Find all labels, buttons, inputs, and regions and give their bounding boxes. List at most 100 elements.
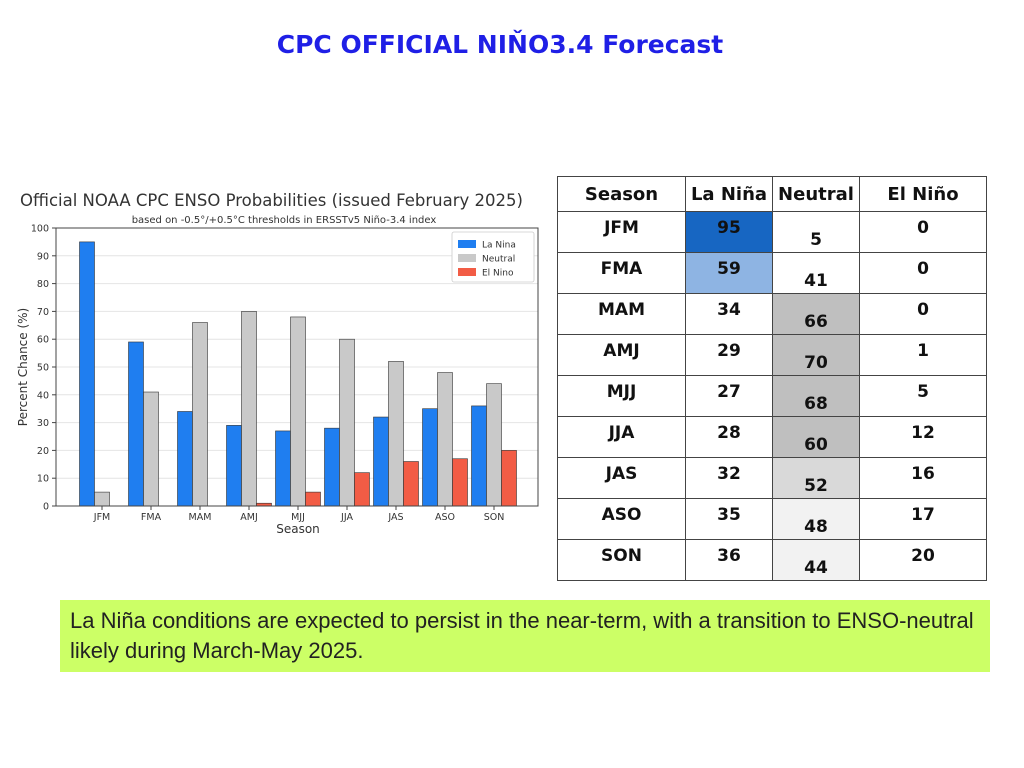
x-tick-label: AMJ	[240, 512, 258, 523]
bar-la-nina-amj	[226, 425, 242, 507]
el-nino-cell: 20	[859, 539, 987, 581]
x-tick-label: MAM	[189, 512, 212, 523]
el-nino-cell: 1	[859, 334, 987, 376]
neutral-cell: 52	[772, 457, 860, 499]
bar-la-nina-mjj	[275, 430, 291, 507]
neutral-header: Neutral	[772, 176, 860, 212]
enso-probability-chart: Official NOAA CPC ENSO Probabilities (is…	[16, 191, 539, 536]
neutral-cell: 44	[772, 539, 860, 581]
legend-swatch	[458, 268, 476, 276]
y-tick-label: 20	[37, 446, 49, 457]
table-row: JJA 28 60 12	[557, 416, 987, 458]
bar-la-nina-jfm	[79, 241, 95, 507]
neutral-cell: 48	[772, 498, 860, 540]
table-header-row: Season La Niña Neutral El Niño	[557, 176, 987, 212]
x-tick-label: JJA	[340, 512, 353, 523]
season-cell: FMA	[557, 252, 686, 294]
y-tick-label: 80	[37, 279, 49, 290]
bar-el-nino-mjj	[305, 491, 321, 507]
bar-el-nino-son	[501, 450, 517, 507]
la-nina-cell: 28	[685, 416, 773, 458]
y-tick-label: 70	[37, 307, 49, 318]
la-nina-cell: 34	[685, 293, 773, 335]
y-tick-label: 0	[43, 502, 49, 513]
table-row: MJJ 27 68 5	[557, 375, 987, 417]
el-nino-cell: 12	[859, 416, 987, 458]
la-nina-cell: 59	[685, 252, 773, 294]
el-nino-cell: 0	[859, 252, 987, 294]
chart-subtitle: based on -0.5°/+0.5°C thresholds in ERSS…	[132, 215, 437, 226]
summary-note: La Niña conditions are expected to persi…	[60, 600, 990, 672]
season-cell: JJA	[557, 416, 686, 458]
x-tick-label: JFM	[93, 512, 110, 523]
x-tick-label: SON	[484, 512, 505, 523]
season-cell: MAM	[557, 293, 686, 335]
la-nina-cell: 27	[685, 375, 773, 417]
bar-neutral-mjj	[290, 316, 306, 507]
x-tick-label: MJJ	[291, 512, 305, 523]
la-nina-header: La Niña	[685, 176, 773, 212]
y-tick-label: 100	[31, 224, 49, 235]
season-cell: JAS	[557, 457, 686, 499]
bar-la-nina-fma	[128, 341, 144, 507]
slide-title: CPC OFFICIAL NIŇO3.4 Forecast	[276, 30, 724, 59]
la-nina-cell: 32	[685, 457, 773, 499]
y-tick-label: 30	[37, 418, 49, 429]
x-tick-label: JAS	[387, 512, 403, 523]
el-nino-cell: 16	[859, 457, 987, 499]
bar-neutral-mam	[192, 322, 208, 507]
bar-neutral-jja	[339, 338, 355, 507]
legend-label: La Nina	[482, 241, 516, 251]
bar-la-nina-aso	[422, 408, 438, 507]
bar-neutral-aso	[437, 372, 453, 507]
el-nino-cell: 17	[859, 498, 987, 540]
bar-neutral-jas	[388, 361, 404, 507]
neutral-cell: 60	[772, 416, 860, 458]
chart-title: Official NOAA CPC ENSO Probabilities (is…	[20, 191, 523, 210]
x-tick-label: ASO	[435, 512, 455, 523]
table-row: SON 36 44 20	[557, 539, 987, 581]
neutral-cell: 68	[772, 375, 860, 417]
table-row: JFM 95 5 0	[557, 211, 987, 253]
season-header: Season	[557, 176, 686, 212]
legend-swatch	[458, 240, 476, 248]
season-cell: AMJ	[557, 334, 686, 376]
season-cell: SON	[557, 539, 686, 581]
y-axis-label: Percent Chance (%)	[16, 308, 30, 426]
bar-la-nina-jas	[373, 416, 389, 507]
season-cell: MJJ	[557, 375, 686, 417]
la-nina-cell: 35	[685, 498, 773, 540]
x-axis-label: Season	[276, 522, 320, 536]
y-tick-label: 40	[37, 390, 49, 401]
table-row: MAM 34 66 0	[557, 293, 987, 335]
bar-neutral-amj	[241, 311, 257, 507]
el-nino-header: El Niño	[859, 176, 987, 212]
la-nina-cell: 36	[685, 539, 773, 581]
bar-neutral-jfm	[94, 491, 110, 507]
y-tick-label: 10	[37, 474, 49, 485]
table-row: JAS 32 52 16	[557, 457, 987, 499]
legend-label: El Nino	[482, 269, 514, 279]
table-row: ASO 35 48 17	[557, 498, 987, 540]
bar-la-nina-jja	[324, 427, 340, 507]
y-tick-label: 50	[37, 363, 49, 374]
neutral-cell: 41	[772, 252, 860, 294]
bar-la-nina-mam	[177, 411, 193, 507]
neutral-cell: 5	[772, 211, 860, 253]
table-row: FMA 59 41 0	[557, 252, 987, 294]
x-tick-label: FMA	[141, 512, 162, 523]
probability-table: Season La Niña Neutral El Niño JFM 95 5 0 FM…	[557, 176, 987, 581]
table-row: AMJ 29 70 1	[557, 334, 987, 376]
bar-neutral-fma	[143, 391, 159, 507]
season-cell: ASO	[557, 498, 686, 540]
bar-el-nino-jas	[403, 461, 419, 507]
y-tick-label: 90	[37, 251, 49, 262]
neutral-cell: 70	[772, 334, 860, 376]
la-nina-cell: 29	[685, 334, 773, 376]
bar-el-nino-aso	[452, 458, 468, 507]
bar-la-nina-son	[471, 405, 487, 507]
neutral-cell: 66	[772, 293, 860, 335]
season-cell: JFM	[557, 211, 686, 253]
el-nino-cell: 0	[859, 211, 987, 253]
legend-swatch	[458, 254, 476, 262]
